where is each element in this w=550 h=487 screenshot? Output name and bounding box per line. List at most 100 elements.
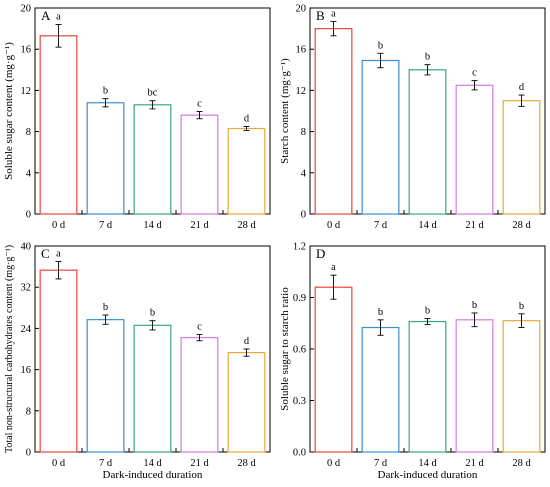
y-tick-label: 32: [21, 283, 32, 294]
y-tick-label: 4: [301, 168, 307, 179]
significance-letter: b: [472, 300, 477, 311]
x-axis-label: Dark-induced duration: [103, 469, 203, 481]
significance-letter: c: [197, 322, 202, 333]
x-tick-label: 28 d: [237, 220, 256, 231]
significance-letter: a: [56, 248, 61, 259]
significance-letter: a: [56, 11, 61, 22]
plot-frame: [34, 7, 271, 215]
y-tick-label: 8: [26, 406, 31, 417]
y-tick-label: 20: [21, 4, 32, 15]
y-tick-label: 0: [26, 210, 31, 221]
y-tick-label: 12: [296, 86, 307, 97]
significance-letter: bc: [148, 88, 158, 99]
y-tick-label: 12: [21, 86, 32, 97]
y-tick-label: 4: [26, 168, 32, 179]
y-tick-label: 40: [21, 242, 32, 253]
y-tick-label: 8: [26, 127, 31, 138]
y-tick-label: 16: [296, 45, 307, 56]
bar-14d: [408, 69, 447, 215]
panel-b: 0 4 8 12 16 20 a 0 d b 7 d b 14 d c 21 d d 28 d B Starch …: [279, 4, 546, 231]
y-tick-label: 0: [26, 448, 31, 459]
plot-frame: [34, 245, 271, 453]
bar-7d: [86, 102, 125, 215]
panel-d: 0.0 0.3 0.6 0.9 1.2 a 0 d b 7 d b 14 d b 21 d b 28 d D S…: [279, 242, 546, 481]
bar-14d: [133, 324, 172, 453]
y-axis-label: Soluble sugar content (mg·g⁻¹): [3, 42, 15, 180]
x-tick-label: 28 d: [512, 220, 531, 231]
significance-letter: b: [519, 301, 524, 312]
panel-letter: C: [41, 246, 50, 261]
significance-letter: d: [244, 336, 250, 347]
x-tick-label: 21 d: [465, 220, 484, 231]
plot-frame: [309, 245, 546, 453]
panel-letter: A: [41, 8, 51, 23]
significance-letter: d: [519, 82, 525, 93]
y-axis-label: Total non-structural carbohydrates conte…: [4, 245, 15, 453]
y-tick-label: 0.9: [293, 293, 306, 304]
significance-letter: b: [150, 308, 155, 319]
bar-7d: [361, 59, 400, 215]
y-tick-label: 0.6: [293, 345, 306, 356]
bar-21d: [455, 319, 494, 453]
y-tick-label: 1.2: [293, 242, 306, 253]
significance-letter: d: [244, 113, 250, 124]
x-tick-label: 21 d: [465, 458, 484, 469]
bar-7d: [86, 319, 125, 453]
bar-21d: [180, 114, 219, 215]
significance-letter: b: [425, 52, 430, 63]
x-tick-label: 7 d: [374, 220, 388, 231]
bar-0d: [314, 286, 353, 453]
x-tick-label: 0 d: [327, 220, 341, 231]
x-tick-label: 7 d: [99, 220, 113, 231]
significance-letter: b: [103, 86, 108, 97]
y-tick-label: 20: [296, 4, 307, 15]
y-tick-label: 0.3: [293, 396, 306, 407]
y-tick-label: 8: [301, 127, 306, 138]
x-tick-label: 14 d: [418, 458, 437, 469]
plot-frame: [309, 7, 546, 215]
x-tick-label: 28 d: [512, 458, 531, 469]
bar-0d: [314, 28, 353, 215]
bar-14d: [408, 320, 447, 453]
significance-letter: c: [472, 68, 477, 79]
significance-letter: c: [197, 99, 202, 110]
significance-letter: b: [378, 307, 383, 318]
significance-letter: b: [378, 40, 383, 51]
x-tick-label: 21 d: [190, 458, 209, 469]
x-tick-label: 7 d: [99, 458, 113, 469]
significance-letter: a: [331, 8, 336, 19]
y-tick-label: 0.0: [293, 448, 306, 459]
panel-a: 0 4 8 12 16 20 a 0 d b 7 d bc 14 d c 21 d d 28 d A Solubl…: [3, 4, 271, 231]
bar-28d: [227, 127, 266, 215]
bar-21d: [455, 84, 494, 215]
x-tick-label: 14 d: [143, 458, 162, 469]
y-tick-label: 24: [21, 324, 32, 335]
significance-letter: b: [103, 302, 108, 313]
bar-14d: [133, 104, 172, 215]
x-tick-label: 28 d: [237, 458, 256, 469]
bar-7d: [361, 326, 400, 453]
bar-28d: [502, 320, 541, 453]
bar-21d: [180, 337, 219, 453]
x-tick-label: 7 d: [374, 458, 388, 469]
bar-28d: [227, 352, 266, 453]
bar-0d: [39, 35, 78, 215]
x-axis-label: Dark-induced duration: [378, 469, 478, 481]
bar-28d: [502, 100, 541, 215]
x-tick-label: 0 d: [52, 220, 66, 231]
y-tick-label: 16: [21, 45, 32, 56]
y-tick-label: 0: [301, 210, 306, 221]
x-tick-label: 21 d: [190, 220, 209, 231]
panel-letter: B: [316, 8, 325, 23]
bar-0d: [39, 269, 78, 453]
y-axis-label: Starch content (mg·g⁻¹): [279, 58, 291, 164]
panel-letter: D: [316, 246, 325, 261]
x-tick-label: 0 d: [52, 458, 66, 469]
panel-c: 0 8 16 24 32 40 a 0 d b 7 d b 14 d c 21 d d 28 d C Total …: [4, 242, 271, 481]
y-axis-label: Soluble sugar to starch ratio: [279, 287, 291, 411]
significance-letter: a: [331, 262, 336, 273]
x-tick-label: 14 d: [418, 220, 437, 231]
x-tick-label: 14 d: [143, 220, 162, 231]
x-tick-label: 0 d: [327, 458, 341, 469]
